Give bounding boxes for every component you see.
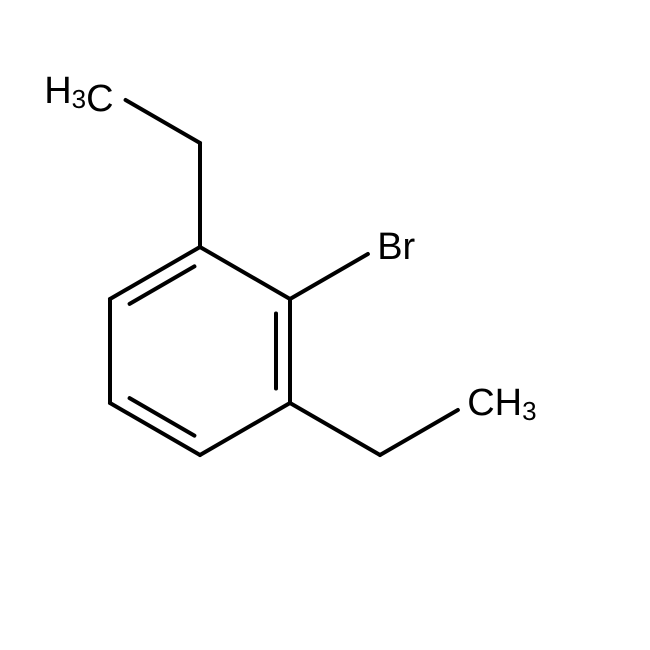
molecule-diagram: H3C Br CH3: [0, 0, 650, 650]
atom-label-br: Br: [377, 226, 415, 268]
atom-label-c10: CH3: [467, 382, 536, 426]
atom-label-c8: H3C: [44, 70, 113, 120]
